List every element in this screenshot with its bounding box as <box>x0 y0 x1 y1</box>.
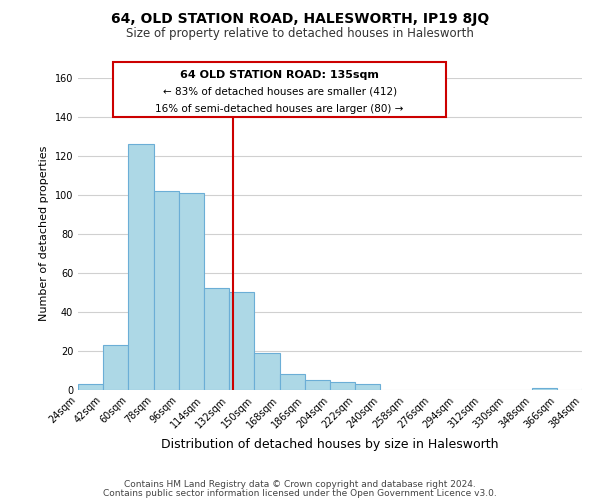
Text: Size of property relative to detached houses in Halesworth: Size of property relative to detached ho… <box>126 28 474 40</box>
Bar <box>582 388 600 390</box>
Text: Contains public sector information licensed under the Open Government Licence v3: Contains public sector information licen… <box>103 489 497 498</box>
X-axis label: Distribution of detached houses by size in Halesworth: Distribution of detached houses by size … <box>161 438 499 451</box>
Text: ← 83% of detached houses are smaller (412): ← 83% of detached houses are smaller (41… <box>163 87 397 97</box>
Bar <box>355 384 380 390</box>
Bar <box>78 384 103 390</box>
Text: Contains HM Land Registry data © Crown copyright and database right 2024.: Contains HM Land Registry data © Crown c… <box>124 480 476 489</box>
Bar <box>280 374 305 390</box>
Bar <box>154 191 179 390</box>
Bar <box>254 353 280 390</box>
Bar <box>532 388 557 390</box>
Bar <box>103 345 128 390</box>
Y-axis label: Number of detached properties: Number of detached properties <box>39 146 49 322</box>
Bar <box>305 380 330 390</box>
Bar <box>229 292 254 390</box>
FancyBboxPatch shape <box>113 62 446 116</box>
Bar <box>330 382 355 390</box>
Bar <box>179 192 204 390</box>
Text: 16% of semi-detached houses are larger (80) →: 16% of semi-detached houses are larger (… <box>155 104 404 114</box>
Bar <box>204 288 229 390</box>
Text: 64, OLD STATION ROAD, HALESWORTH, IP19 8JQ: 64, OLD STATION ROAD, HALESWORTH, IP19 8… <box>111 12 489 26</box>
Text: 64 OLD STATION ROAD: 135sqm: 64 OLD STATION ROAD: 135sqm <box>180 70 379 80</box>
Bar <box>128 144 154 390</box>
